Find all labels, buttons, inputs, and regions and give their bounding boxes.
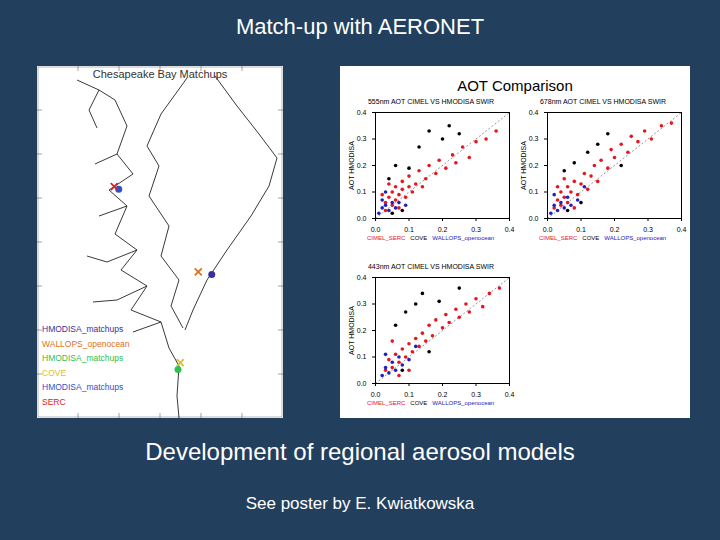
svg-text:0.0: 0.0 [357, 215, 367, 222]
svg-text:0.2: 0.2 [357, 162, 367, 169]
svg-text:0.4: 0.4 [529, 109, 539, 116]
svg-text:0.1: 0.1 [357, 188, 367, 195]
html-text:AOT Comparison: AOT Comparison [457, 77, 573, 94]
html-text:443nm AOT CIMEL VS HMODISA SWI: 443nm AOT CIMEL VS HMODISA SWIR [368, 263, 494, 270]
svg-text:0.2: 0.2 [438, 226, 448, 233]
html-text:Development of regional aeroso: Development of regional aerosol models [145, 438, 575, 465]
svg-text:0.1: 0.1 [529, 188, 539, 195]
html-text:CIMEL_SERC: CIMEL_SERC [539, 235, 578, 241]
svg-text:0.0: 0.0 [371, 226, 381, 233]
svg-text:HMODISA_matchups: HMODISA_matchups [42, 324, 123, 334]
svg-text:0.1: 0.1 [357, 353, 367, 360]
svg-text:Chesapeake Bay Matchups: Chesapeake Bay Matchups [93, 68, 228, 80]
svg-text:0.3: 0.3 [471, 391, 481, 398]
svg-text:AOT HMODISA: AOT HMODISA [520, 141, 527, 190]
html-text:Match-up with AERONET: Match-up with AERONET [235, 14, 485, 39]
html-text:678nm AOT CIMEL VS HMODISA SWI: 678nm AOT CIMEL VS HMODISA SWIR [540, 98, 666, 105]
svg-text:0.3: 0.3 [357, 300, 367, 307]
svg-text:SERC: SERC [42, 397, 66, 407]
svg-text:0.4: 0.4 [505, 391, 515, 398]
html-text:WALLOPS_openocean: WALLOPS_openocean [432, 235, 495, 241]
svg-text:0.0: 0.0 [371, 391, 381, 398]
svg-text:0.2: 0.2 [357, 327, 367, 334]
svg-text:COVE: COVE [42, 368, 66, 378]
svg-text:0.1: 0.1 [404, 226, 414, 233]
svg-text:0.2: 0.2 [610, 226, 620, 233]
html-text:WALLOPS_openocean: WALLOPS_openocean [432, 400, 495, 406]
html-text:CIMEL_SERC: CIMEL_SERC [367, 235, 406, 241]
svg-text:0.4: 0.4 [357, 109, 367, 116]
svg-text:AOT HMODISA: AOT HMODISA [348, 306, 355, 355]
html-text:COVE: COVE [410, 235, 428, 241]
svg-text:0.0: 0.0 [529, 215, 539, 222]
html-text:COVE: COVE [410, 400, 428, 406]
svg-text:0.0: 0.0 [543, 226, 553, 233]
svg-text:0.2: 0.2 [529, 162, 539, 169]
svg-text:0.0: 0.0 [357, 380, 367, 387]
svg-text:0.3: 0.3 [643, 226, 653, 233]
svg-text:HMODISA_matchups: HMODISA_matchups [42, 353, 123, 363]
html-text:WALLOPS_openocean: WALLOPS_openocean [604, 235, 667, 241]
html-text:555nm AOT CIMEL VS HMODISA SWI: 555nm AOT CIMEL VS HMODISA SWIR [368, 98, 494, 105]
svg-text:0.3: 0.3 [471, 226, 481, 233]
svg-text:0.4: 0.4 [357, 274, 367, 281]
svg-text:HMODISA_matchups: HMODISA_matchups [42, 382, 123, 392]
svg-text:0.3: 0.3 [357, 135, 367, 142]
svg-text:0.1: 0.1 [576, 226, 586, 233]
svg-text:0.2: 0.2 [438, 391, 448, 398]
svg-text:WALLOPS_openocean: WALLOPS_openocean [42, 339, 130, 349]
html-text:CIMEL_SERC: CIMEL_SERC [367, 400, 406, 406]
svg-text:0.4: 0.4 [677, 226, 687, 233]
svg-text:0.4: 0.4 [505, 226, 515, 233]
svg-text:AOT HMODISA: AOT HMODISA [348, 141, 355, 190]
svg-text:0.3: 0.3 [529, 135, 539, 142]
svg-text:0.1: 0.1 [404, 391, 414, 398]
html-text:COVE: COVE [582, 235, 600, 241]
html-text:See poster by E. Kwiatkowska: See poster by E. Kwiatkowska [245, 494, 475, 513]
